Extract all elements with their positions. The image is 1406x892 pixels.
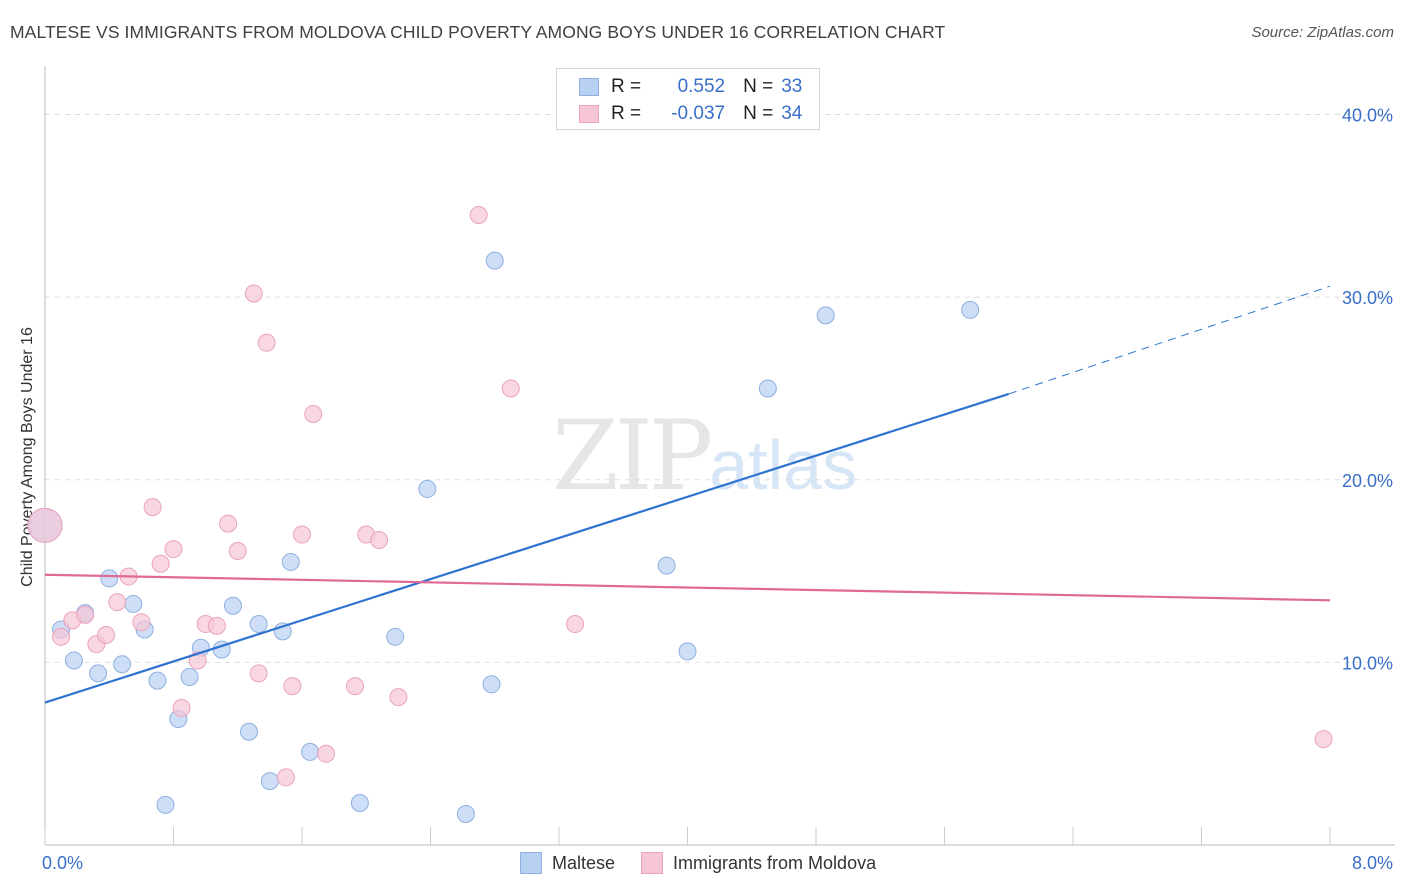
maltese-point xyxy=(758,379,777,398)
moldova-trendline xyxy=(44,573,1331,602)
moldova-point xyxy=(257,333,276,352)
maltese-point xyxy=(100,569,119,588)
moldova-point xyxy=(244,284,263,303)
moldova-point xyxy=(228,541,247,560)
maltese-point xyxy=(386,627,405,646)
moldova-point xyxy=(132,613,151,632)
chart-title: MALTESE VS IMMIGRANTS FROM MOLDOVA CHILD… xyxy=(10,22,946,42)
series-legend-item-moldova[interactable]: Immigrants from Moldova xyxy=(641,852,876,874)
moldova-point xyxy=(52,627,71,646)
moldova-point xyxy=(304,405,323,424)
moldova-point xyxy=(389,688,408,707)
maltese-point xyxy=(148,671,167,690)
y-tick-label: 20.0% xyxy=(1342,471,1393,491)
legend-r-value: -0.037 xyxy=(671,103,726,124)
legend-swatch-blue xyxy=(579,78,599,96)
moldova-point xyxy=(346,677,365,696)
moldova-point xyxy=(97,625,116,644)
moldova-point xyxy=(172,699,191,718)
moldova-point xyxy=(1314,730,1333,749)
maltese-point xyxy=(961,300,980,319)
watermark-zip: ZIP xyxy=(552,400,713,512)
x-tick-label: 0.0% xyxy=(42,853,83,873)
moldova-point xyxy=(164,540,183,559)
series-swatch-pink xyxy=(641,852,664,874)
maltese-trendline-extension xyxy=(1008,285,1331,395)
moldova-point xyxy=(249,664,268,683)
legend-r-label: R = xyxy=(611,103,642,124)
source-label: Source: ZipAtlas.com xyxy=(1251,24,1394,41)
moldova-point xyxy=(76,605,95,624)
maltese-point xyxy=(485,251,504,270)
moldova-point xyxy=(283,677,302,696)
legend-r-value: 0.552 xyxy=(677,76,726,97)
legend-n-label: N = xyxy=(743,76,774,97)
maltese-point xyxy=(223,596,242,615)
moldova-point xyxy=(317,744,336,763)
moldova-point xyxy=(219,514,238,533)
legend-n-label: N = xyxy=(743,103,774,124)
moldova-point xyxy=(293,525,311,544)
maltese-point xyxy=(89,664,108,683)
maltese-point xyxy=(456,804,475,823)
maltese-point xyxy=(301,742,320,761)
moldova-point xyxy=(276,768,295,787)
y-tick-label: 40.0% xyxy=(1342,106,1393,126)
maltese-point xyxy=(260,772,279,791)
legend-row-moldova: R = -0.037 N = 34 xyxy=(579,102,802,126)
moldova-point xyxy=(151,554,170,573)
moldova-point xyxy=(27,507,63,543)
maltese-point xyxy=(156,795,175,814)
moldova-point xyxy=(501,379,520,398)
maltese-point xyxy=(64,651,83,670)
maltese-trendline xyxy=(44,392,1010,704)
correlation-legend: R = 0.552 N = 33 R = -0.037 N = 34 xyxy=(556,68,820,130)
moldova-point xyxy=(370,531,389,550)
moldova-point xyxy=(108,593,127,612)
y-tick-label: 10.0% xyxy=(1342,653,1393,673)
series-swatch-blue xyxy=(520,852,542,874)
legend-n-value: 34 xyxy=(781,103,803,124)
maltese-point xyxy=(816,306,835,325)
x-tick-label: 8.0% xyxy=(1352,853,1393,873)
maltese-point xyxy=(239,722,258,741)
maltese-point xyxy=(482,675,501,694)
moldova-point xyxy=(469,205,488,224)
series-legend-item-maltese[interactable]: Maltese xyxy=(520,852,615,874)
maltese-point xyxy=(113,655,132,674)
maltese-point xyxy=(124,594,143,613)
watermark: ZIPatlas xyxy=(552,400,857,512)
maltese-point xyxy=(657,556,676,575)
moldova-point xyxy=(188,651,207,670)
maltese-point xyxy=(249,615,268,634)
maltese-point xyxy=(350,793,369,812)
series-legend-label: Maltese xyxy=(552,852,616,873)
legend-row-maltese: R = 0.552 N = 33 xyxy=(579,75,802,99)
moldova-point xyxy=(566,615,585,634)
watermark-atlas: atlas xyxy=(709,426,858,504)
legend-r-label: R = xyxy=(611,76,642,97)
maltese-point xyxy=(418,479,437,498)
moldova-point xyxy=(207,616,226,635)
maltese-point xyxy=(281,552,300,571)
maltese-point xyxy=(678,642,697,661)
series-legend: Maltese Immigrants from Moldova xyxy=(520,852,902,874)
series-legend-label: Immigrants from Moldova xyxy=(673,852,877,873)
legend-n-value: 33 xyxy=(781,76,803,97)
y-tick-label: 30.0% xyxy=(1342,288,1393,308)
moldova-point xyxy=(143,498,162,517)
legend-swatch-pink xyxy=(579,105,599,123)
maltese-point xyxy=(180,667,199,686)
